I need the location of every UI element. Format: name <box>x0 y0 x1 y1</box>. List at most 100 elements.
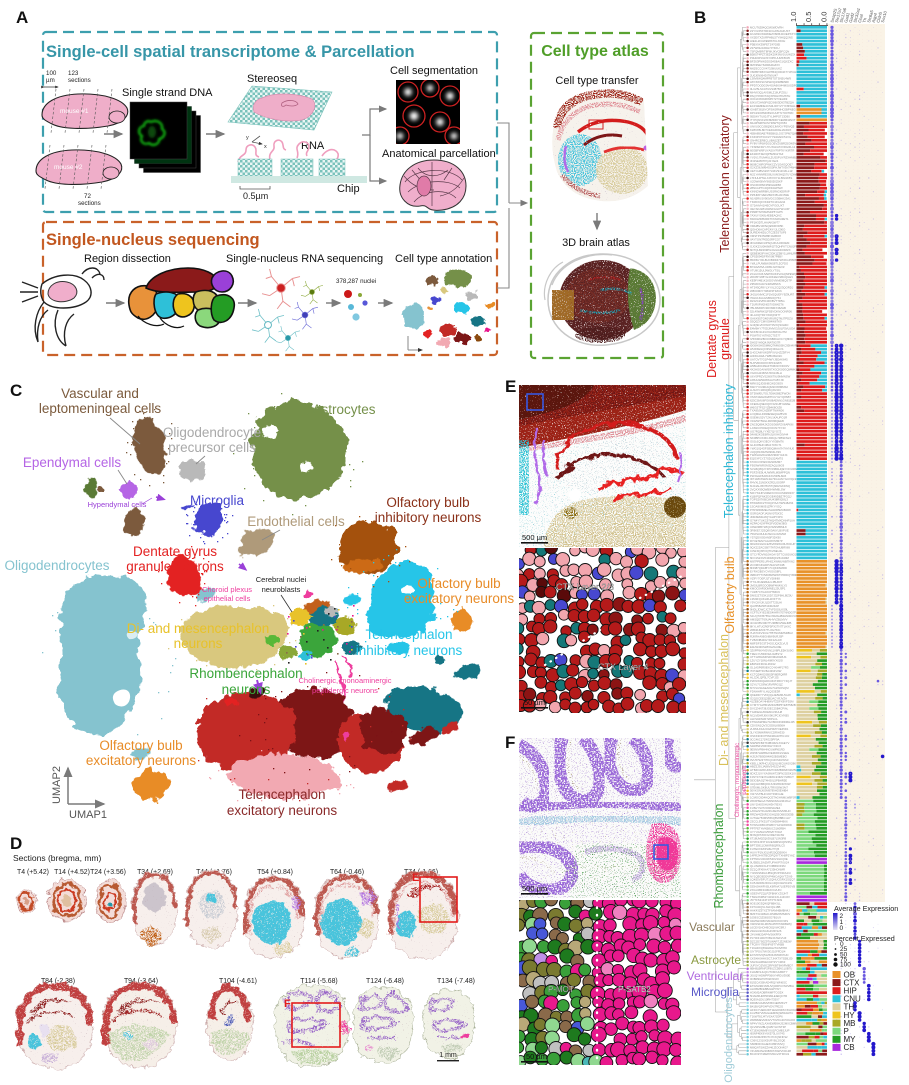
svg-text:YUZ87C7G23CP78ZC9: YUZ87C7G23CP78ZC9 <box>750 590 780 594</box>
svg-text:M6Z6CCCIV473J6IUUKZ: M6Z6CCCIV473J6IUUKZ <box>750 66 782 70</box>
svg-text:ETFZHI9R1N6UVQ2RPUVN3VBIA: ETFZHI9R1N6UVQ2RPUVN3VBIA <box>750 984 794 988</box>
svg-text:GTCYFDVW10HOAYDT7CU8JU6OJD: GTCYFDVW10HOAYDT7CU8JU6OJD <box>750 553 798 557</box>
svg-text:B41BVQPG4PVDV7PE2G: B41BVQPG4PVDV7PE2G <box>750 1004 783 1008</box>
svg-text:neurons: neurons <box>174 636 223 651</box>
svg-text:T104 (-4.61): T104 (-4.61) <box>219 978 257 985</box>
svg-text:NCLVEHRJ0KX9K2PCIGYKB5: NCLVEHRJ0KX9K2PCIGYKB5 <box>750 713 789 717</box>
svg-text:H8YZWJSCSFW2Q4NM8R9RI: H8YZWJSCSFW2Q4NM8R9RI <box>750 80 789 84</box>
svg-text:VZIFY7O0PJ1TV28INI8: VZIFY7O0PJ1TV28INI8 <box>750 577 780 581</box>
svg-text:0: 0 <box>840 941 844 948</box>
svg-text:6S601ZF88JRFTF6NJ8UZET1: 6S601ZF88JRFTF6NJ8UZET1 <box>750 217 789 221</box>
svg-text:CPS5094DFRYI0M7P8BY: CPS5094DFRYI0M7P8BY <box>750 255 783 259</box>
svg-text:50VKGNJ6OM9789H03EHIB4: 50VKGNJ6OM9789H03EHIB4 <box>750 789 788 793</box>
svg-text:y: y <box>246 135 249 141</box>
svg-text:YI1NNSM0L0JBSQP2PX3FA4IU: YI1NNSM0L0JBSQP2PX3FA4IU <box>750 871 791 875</box>
svg-text:DZ1QJFXKHA7135HONMR: DZ1QJFXKHA7135HONMR <box>750 867 785 871</box>
svg-text:PPTFETHVKB8UC3160RB4: PPTFETHVKB8UC3160RB4 <box>750 826 786 830</box>
svg-text:UJTGE753MS556Q8V88BC1HY: UJTGE753MS556Q8V88BC1HY <box>750 816 791 820</box>
svg-text:granule: granule <box>718 318 732 360</box>
svg-text:U9W2MBYWIQC529S85ML8: U9W2MBYWIQC529S85ML8 <box>750 525 787 529</box>
svg-text:N1N5RUSV9I5VDCG3BHK23A1: N1N5RUSV9I5VDCG3BHK23A1 <box>750 197 791 201</box>
svg-text:SVH6Q8Q2Y4PV33B4HQEYOOU0W: SVH6Q8Q2Y4PV33B4HQEYOOU0W <box>750 467 797 471</box>
svg-text:I65NF4EK6Y6X573LUX745: I65NF4EK6Y6X573LUX745 <box>750 1032 785 1036</box>
svg-text:Gad2: Gad2 <box>848 11 856 23</box>
svg-text:WMMMEVM43VVT0VKG3C5OAOO: WMMMEVM43VVT0VKG3C5OAOO <box>750 1018 796 1022</box>
svg-text:KLBIPQFNKZGGE49DBZ7FGQJ: KLBIPQFNKZGGE49DBZ7FGQJ <box>750 494 792 498</box>
svg-text:KE9FV4B1K1KDGVNM098QSTP: KE9FV4B1K1KDGVNM098QSTP <box>750 279 792 283</box>
svg-text:inhibitory neurons: inhibitory neurons <box>356 643 463 658</box>
svg-text:Olfactory bulb: Olfactory bulb <box>386 495 469 510</box>
svg-text:G4IQ9LVFOWOT0VXQS3H4D: G4IQ9LVFOWOT0VXQS3H4D <box>750 323 788 327</box>
svg-text:K71EHJIMM8YXU1PCM8SJUP: K71EHJIMM8YXU1PCM8SJUP <box>750 1028 790 1032</box>
svg-text:Oligodendrocytes: Oligodendrocytes <box>723 997 735 1083</box>
svg-text:1HGCAIKVW2RFXVLHZZ3RY4: 1HGCAIKVW2RFXVLHZZ3RY4 <box>750 351 790 355</box>
svg-text:POWTIGY6TKECTS377: POWTIGY6TKECTS377 <box>750 333 781 337</box>
svg-text:excitatory neurons: excitatory neurons <box>404 591 515 606</box>
svg-text:IOABT3818YOP3WJRMHC0BPNEG: IOABT3818YOP3WJRMHC0BPNEG <box>750 108 796 112</box>
svg-text:MCUT6Z84QCMSWDVRH: MCUT6Z84QCMSWDVRH <box>750 25 783 29</box>
svg-text:XCFTUXYE19ES4IHRV707NNDG7F: XCFTUXYE19ES4IHRV707NNDG7F <box>750 611 796 615</box>
svg-text:P: P <box>844 1027 849 1036</box>
svg-text:Z2YVL55X7RF1F1L8SUGFUST: Z2YVL55X7RF1F1L8SUGFUST <box>750 29 790 33</box>
svg-text:Oligodendrocyte: Oligodendrocyte <box>163 425 261 440</box>
svg-text:6G610G3QWQF6BH3LL: 6G610G3QWQF6BH3LL <box>750 902 781 906</box>
svg-text:Telencephalon excitatory: Telencephalon excitatory <box>718 114 732 252</box>
svg-text:W80O9DY7084P4TFZC6: W80O9DY7084P4TFZC6 <box>750 289 782 293</box>
svg-text:CK9XH0HHXSC7JHXTXTS5BJJ0: CK9XH0HHXSC7JHXTXTS5BJJ0 <box>750 956 793 960</box>
svg-text:39BCP7TV5ZKBWWWTP6RDQYB9R: 39BCP7TV5ZKBWWWTP6RDQYB9R <box>750 573 798 577</box>
svg-text:peptidergic: peptidergic <box>742 765 748 794</box>
svg-text:IV5WMKZBOOINB6KHXCYQ8DD: IV5WMKZBOOINB6KHXCYQ8DD <box>750 337 793 341</box>
svg-text:EBJ51IFI031L36192: EBJ51IFI031L36192 <box>750 662 776 666</box>
svg-text:Stereoseq: Stereoseq <box>247 73 297 85</box>
svg-text:T24 (+3.56): T24 (+3.56) <box>90 869 126 876</box>
svg-text:T16HDXQ6WHDH2TA3VP8O: T16HDXQ6WHDH2TA3VP8O <box>750 946 788 950</box>
svg-text:HLJ2XLQP5L7CVFJJ5: HLJ2XLQP5L7CVFJJ5 <box>750 676 779 680</box>
svg-text:X4KNSF4ILMK5G05TPN9DBWQ: X4KNSF4ILMK5G05TPN9DBWQ <box>750 922 792 926</box>
svg-text:RZJZCZVPD4RXBVTTR5G: RZJZCZVPD4RXBVTTR5G <box>750 299 785 303</box>
svg-text:Olfactory bulb: Olfactory bulb <box>417 576 500 591</box>
svg-text:HIDKG042LYWBI45H02C: HIDKG042LYWBI45H02C <box>750 354 782 358</box>
svg-text:Gad1: Gad1 <box>843 11 851 23</box>
svg-text:UG7RQ8LYYXE7QYO7Z: UG7RQ8LYYXE7QYO7Z <box>750 429 782 433</box>
svg-text:Sox10: Sox10 <box>880 10 888 23</box>
svg-text:MRKSQJDSN8CW2G9O9: MRKSQJDSN8CW2G9O9 <box>750 381 783 385</box>
svg-text:Microglia: Microglia <box>691 985 739 999</box>
svg-text:DPCZ2O8NDI6SOUUPTJ7O0TRD: DPCZ2O8NDI6SOUUPTJ7O0TRD <box>750 111 793 115</box>
svg-text:4X2HGOAVWS97XGCK5I0GQMMHZN: 4X2HGOAVWS97XGCK5I0GQMMHZN <box>750 368 799 372</box>
svg-text:T54 (+0.84): T54 (+0.84) <box>257 869 293 876</box>
svg-text:B74AVMIVLUDBJJH7XEXZ: B74AVMIVLUDBJJH7XEXZ <box>750 265 785 269</box>
svg-text:DZCJD7S0Z9TUWAR7JZ2N82W: DZCJD7S0Z9TUWAR7JZ2N82W <box>750 939 792 943</box>
svg-text:535HJHWFNSLK6RNA7L0EP5GVB: 535HJHWFNSLK6RNA7L0EP5GVB <box>750 885 795 889</box>
svg-text:CDXSN1QV3CGD8LKB56H: CDXSN1QV3CGD8LKB56H <box>750 724 785 728</box>
svg-text:8NN87Q94JBY7CQKDSMRD: 8NN87Q94JBY7CQKDSMRD <box>750 566 787 570</box>
svg-text:Rhombencephalon: Rhombencephalon <box>189 666 302 681</box>
svg-text:CTX Layer 4: CTX Layer 4 <box>598 662 649 672</box>
svg-text:50: 50 <box>840 952 848 959</box>
svg-text:TH: TH <box>844 1003 855 1012</box>
svg-text:FUTE0XFZIPH6H77Q5: FUTE0XFZIPH6H77Q5 <box>750 847 780 851</box>
svg-text:inhibitory neurons: inhibitory neurons <box>375 510 482 525</box>
svg-text:MJJ4AL05I78U5TQ9DZGKDNQ: MJJ4AL05I78U5TQ9DZGKDNQ <box>750 484 791 488</box>
svg-text:QKERDYYVDQQL2E5MZL5GJ8: QKERDYYVDQQL2E5MZL5GJ8 <box>750 693 791 697</box>
svg-text:9QX22ZACSB7ITATONUBR969: 9QX22ZACSB7ITATONUBR969 <box>750 546 790 550</box>
svg-text:G7N4YTUKC97HQ4TMXDNHP1UA: G7N4YTUKC97HQ4TMXDNHP1UA <box>750 518 795 522</box>
svg-text:1CMGC6D4HQCETAGHNMLWBFJR: 1CMGC6D4HQCETAGHNMLWBFJR <box>750 796 796 800</box>
svg-text:Chat: Chat <box>857 13 864 24</box>
svg-text:KMOC0AR0OMNEL25U3P1: KMOC0AR0OMNEL25U3P1 <box>750 587 786 591</box>
svg-text:Slc32a1: Slc32a1 <box>852 7 861 24</box>
svg-text:NIWSPFB4TK3B33IZLX3AEYV: NIWSPFB4TK3B33IZLX3AEYV <box>750 741 789 745</box>
svg-text:L6CEV1HOH9O5QVWC9RJ: L6CEV1HOH9O5QVWC9RJ <box>750 926 786 930</box>
svg-text:UTT1WFA6ZISDX9DA9WHS: UTT1WFA6ZISDX9DA9WHS <box>750 655 786 659</box>
svg-text:Astrocyte: Astrocyte <box>691 953 741 967</box>
svg-text:D: D <box>10 834 22 853</box>
svg-text:Di- and mesencephalon: Di- and mesencephalon <box>717 634 731 766</box>
svg-text:T16WT8JJ4TVSXA7JDP6: T16WT8JJ4TVSXA7JDP6 <box>750 1015 783 1019</box>
svg-text:CYMTYGW5F2MICMBP5YE8T582B: CYMTYGW5F2MICMBP5YE8T582B <box>750 703 796 707</box>
svg-text:Choroid plexus: Choroid plexus <box>202 585 252 594</box>
svg-text:Slc17a6: Slc17a6 <box>839 7 848 24</box>
svg-text:Dentate gyrus: Dentate gyrus <box>705 300 719 378</box>
svg-text:0: 0 <box>840 925 844 932</box>
svg-text:DR082UAZMVFBO1EPMKVT: DR082UAZMVFBO1EPMKVT <box>750 1001 788 1005</box>
svg-text:YFSPEFRJYJYUXGFAT2XRGIFL12: YFSPEFRJYJYUXGFAT2XRGIFL12 <box>750 145 796 149</box>
svg-text:K8SLLJKPHCUI2QXLN9CUWJX28K: K8SLLJKPHCUI2QXLN9CUWJX28K <box>750 761 796 765</box>
